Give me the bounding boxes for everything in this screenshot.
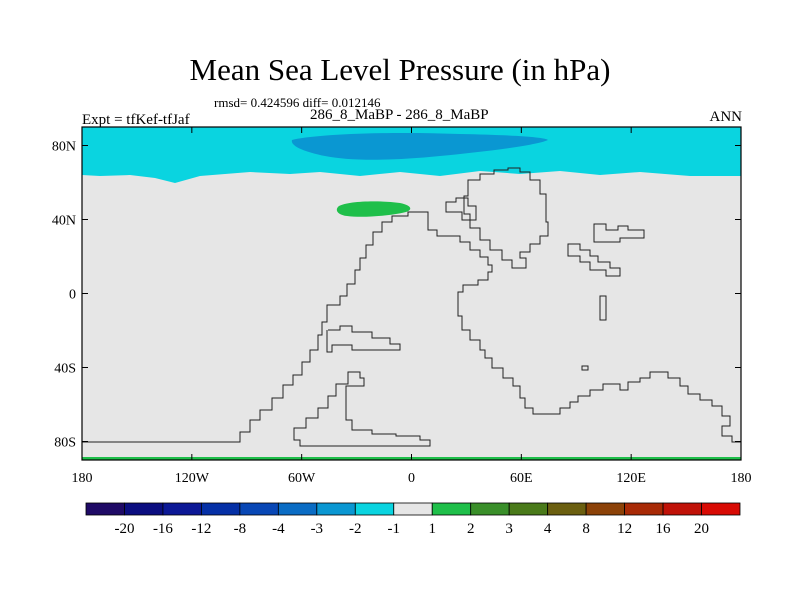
y-tick-label: 40N <box>52 214 76 229</box>
colorbar-swatch <box>277 502 318 516</box>
colorbar-label: 1 <box>428 521 436 537</box>
colorbar-swatch <box>239 502 279 516</box>
colorbar-label: -1 <box>388 521 401 537</box>
colorbar-swatch <box>316 502 356 516</box>
season-label: ANN <box>709 109 743 125</box>
colorbar-label: -3 <box>311 521 324 537</box>
colorbar: -20 -16 -12 -8 -4 -3 -2 -1 1 2 3 4 8 12 16 20 <box>85 502 741 537</box>
colorbar-label: 2 <box>467 521 475 537</box>
colorbar-label: 4 <box>544 521 552 537</box>
y-tick-label: 80S <box>54 436 76 451</box>
colorbar-label: 12 <box>617 521 632 537</box>
colorbar-swatch <box>124 502 164 516</box>
north-core-contour <box>291 132 548 160</box>
x-tick-label: 120W <box>175 471 210 486</box>
coastline-east-mainland <box>567 243 621 277</box>
map-panel <box>81 126 742 461</box>
colorbar-swatch <box>431 502 472 516</box>
coastlines <box>82 167 741 447</box>
y-tick-label: 80N <box>52 140 76 155</box>
colorbar-swatch <box>701 502 741 516</box>
x-tick-label: 120E <box>616 471 646 486</box>
colorbar-label: -4 <box>272 521 285 537</box>
coastline-small-island <box>445 197 477 221</box>
x-tick-label: 180 <box>731 471 752 486</box>
colorbar-swatch <box>162 502 202 516</box>
coastline-south-peninsula <box>293 371 431 447</box>
y-tick-label: 40S <box>54 362 76 377</box>
colorbar-swatch <box>547 502 587 516</box>
colorbar-label: 20 <box>694 521 709 537</box>
x-tick-label: 60E <box>510 471 533 486</box>
colorbar-swatch <box>585 502 625 516</box>
colorbar-label: 3 <box>505 521 513 537</box>
colorbar-swatch <box>354 502 395 516</box>
colorbar-label: -20 <box>114 521 134 537</box>
colorbar-swatch <box>662 502 702 516</box>
x-tick-label: 180 <box>72 471 93 486</box>
x-tick-label: 0 <box>408 471 415 486</box>
colorbar-swatch <box>393 502 433 516</box>
coastline-inner <box>326 325 401 353</box>
colorbar-label: -8 <box>234 521 247 537</box>
coastline-loop-north <box>463 167 549 269</box>
colorbar-label: 8 <box>582 521 590 537</box>
colorbar-label: -16 <box>153 521 173 537</box>
colorbar-swatch <box>624 502 664 516</box>
colorbar-swatch <box>85 502 125 516</box>
colorbar-swatch <box>470 502 510 516</box>
coastline-main <box>82 211 741 443</box>
coastline-east-isle <box>581 365 589 371</box>
green-patch-contour <box>336 201 411 217</box>
x-axis: 180 120W 60W 0 60E 120E 180 <box>72 127 752 486</box>
y-tick-label: 0 <box>69 288 76 303</box>
colorbar-label: -2 <box>349 521 362 537</box>
experiment-label: Expt = tfKef-tfJaf <box>82 112 190 128</box>
x-tick-label: 60W <box>288 471 316 486</box>
background-field <box>82 127 741 460</box>
colorbar-label: 16 <box>656 521 672 537</box>
colorbar-swatch <box>201 502 241 516</box>
chart-title: Mean Sea Level Pressure (in hPa) <box>189 52 611 87</box>
coastline-east-strip <box>599 295 607 321</box>
runs-line: 286_8_MaBP - 286_8_MaBP <box>310 107 489 123</box>
coastline-east-box <box>593 223 645 243</box>
colorbar-swatch <box>508 502 549 516</box>
y-axis: 80N 40N 0 40S 80S <box>52 140 741 451</box>
colorbar-label: -12 <box>191 521 211 537</box>
stats-line: rmsd= 0.424596 diff= 0.012146 <box>214 95 381 110</box>
